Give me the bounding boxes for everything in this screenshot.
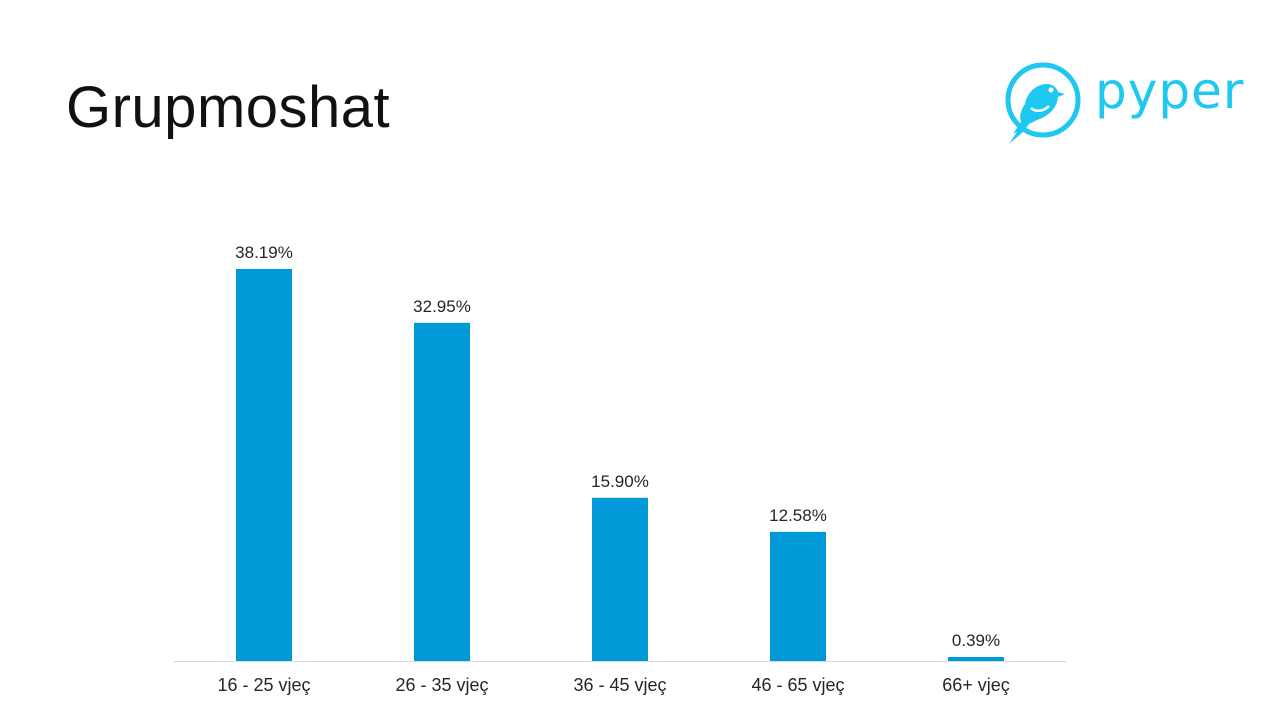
x-tick-label-1: 16 - 25 vjeç [217, 675, 310, 695]
logo-wordmark: pyper [1095, 62, 1245, 120]
bar-3 [592, 497, 648, 661]
bars-group [236, 269, 1004, 661]
bar-2 [414, 322, 470, 661]
bar-5 [948, 656, 1004, 661]
x-tick-label-3: 36 - 45 vjeç [573, 675, 666, 695]
data-label-5: 0.39% [952, 631, 1000, 650]
x-tick-label-4: 46 - 65 vjeç [751, 675, 844, 695]
data-label-2: 32.95% [413, 297, 471, 316]
x-tick-label-2: 26 - 35 vjeç [395, 675, 488, 695]
data-labels-group: 38.19% 32.95% 15.90% 12.58% 0.39% [235, 243, 1000, 650]
bird-icon [1005, 62, 1081, 144]
data-label-1: 38.19% [235, 243, 293, 262]
x-tick-label-5: 66+ vjeç [942, 675, 1010, 695]
pyper-logo: pyper [1003, 62, 1243, 152]
x-tick-labels-group: 16 - 25 vjeç 26 - 35 vjeç 36 - 45 vjeç 46 -… [217, 675, 1009, 695]
bar-1 [236, 269, 292, 661]
page-title: Grupmoshat [66, 75, 391, 140]
data-label-3: 15.90% [591, 472, 649, 491]
bar-4 [770, 531, 826, 661]
data-label-4: 12.58% [769, 506, 827, 525]
